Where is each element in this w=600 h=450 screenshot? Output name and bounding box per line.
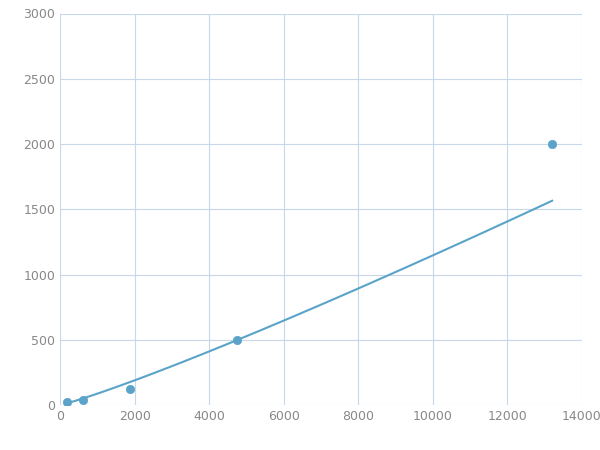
Point <box>232 336 242 343</box>
Point <box>125 385 135 392</box>
Point <box>79 396 88 403</box>
Point <box>62 399 72 406</box>
Point <box>547 140 557 148</box>
